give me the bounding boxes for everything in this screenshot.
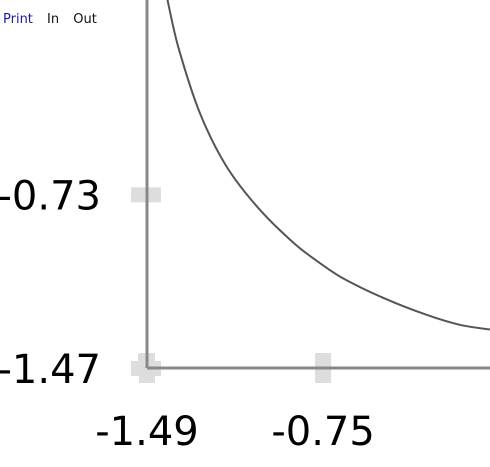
- series-line: [166, 0, 490, 331]
- tick-marks: [131, 187, 332, 383]
- zoom-out-button[interactable]: Out: [73, 12, 97, 27]
- toolbar: Print In Out: [3, 12, 107, 28]
- y-tick-label: -0.73: [0, 173, 101, 219]
- y-tick-label: -1.47: [0, 347, 101, 393]
- x-tick-label: -0.75: [271, 409, 375, 455]
- tick-labels: -1.49 -0.75 -0.73 -1.47: [0, 173, 375, 455]
- zoom-in-button[interactable]: In: [47, 12, 60, 27]
- print-button[interactable]: Print: [3, 12, 33, 27]
- x-tick-label: -1.49: [95, 409, 199, 455]
